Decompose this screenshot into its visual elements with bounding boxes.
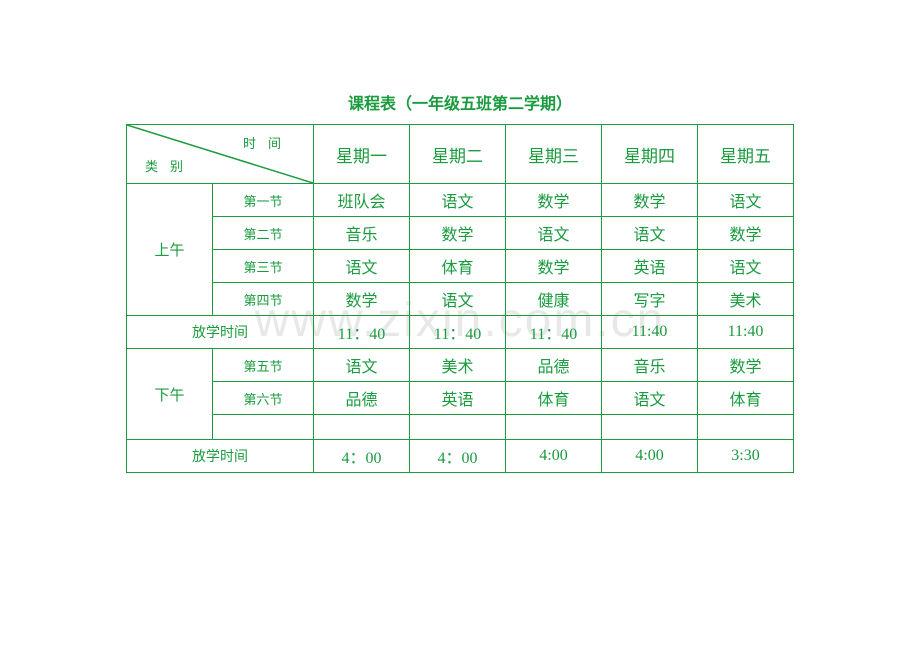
empty-cell <box>602 415 698 440</box>
empty-cell <box>213 415 314 440</box>
subject-cell: 数学 <box>698 349 794 382</box>
dismiss-time: 4：00 <box>314 440 410 473</box>
afternoon-dismiss-label: 放学时间 <box>127 440 314 473</box>
subject-cell: 语文 <box>602 217 698 250</box>
subject-cell: 语文 <box>506 217 602 250</box>
subject-cell: 数学 <box>698 217 794 250</box>
morning-period-3: 第三节 语文 体育 数学 英语 语文 <box>127 250 794 283</box>
period-5-label: 第五节 <box>213 349 314 382</box>
dismiss-time: 3:30 <box>698 440 794 473</box>
period-3-label: 第三节 <box>213 250 314 283</box>
day-fri: 星期五 <box>698 125 794 184</box>
subject-cell: 语文 <box>410 283 506 316</box>
morning-dismiss: 放学时间 11：40 11：40 11：40 11:40 11:40 <box>127 316 794 349</box>
subject-cell: 语文 <box>314 349 410 382</box>
dismiss-time: 4:00 <box>602 440 698 473</box>
morning-dismiss-label: 放学时间 <box>127 316 314 349</box>
subject-cell: 健康 <box>506 283 602 316</box>
subject-cell: 班队会 <box>314 184 410 217</box>
time-label: 时间 <box>243 133 293 152</box>
afternoon-label: 下午 <box>127 349 213 440</box>
day-wed: 星期三 <box>506 125 602 184</box>
subject-cell: 体育 <box>698 382 794 415</box>
subject-cell: 体育 <box>410 250 506 283</box>
type-label: 类别 <box>145 156 195 175</box>
day-mon: 星期一 <box>314 125 410 184</box>
day-thu: 星期四 <box>602 125 698 184</box>
morning-label: 上午 <box>127 184 213 316</box>
empty-row <box>127 415 794 440</box>
corner-header: 时间 类别 <box>127 125 314 184</box>
subject-cell: 语文 <box>698 184 794 217</box>
afternoon-period-6: 第六节 品德 英语 体育 语文 体育 <box>127 382 794 415</box>
timetable: 时间 类别 星期一 星期二 星期三 星期四 星期五 上午 第一节 班队会 语文 … <box>126 124 794 473</box>
empty-cell <box>698 415 794 440</box>
subject-cell: 数学 <box>506 184 602 217</box>
subject-cell: 音乐 <box>314 217 410 250</box>
empty-cell <box>314 415 410 440</box>
subject-cell: 品德 <box>506 349 602 382</box>
afternoon-period-5: 下午 第五节 语文 美术 品德 音乐 数学 <box>127 349 794 382</box>
subject-cell: 品德 <box>314 382 410 415</box>
period-6-label: 第六节 <box>213 382 314 415</box>
subject-cell: 数学 <box>314 283 410 316</box>
subject-cell: 语文 <box>410 184 506 217</box>
subject-cell: 语文 <box>314 250 410 283</box>
morning-period-4: 第四节 数学 语文 健康 写字 美术 <box>127 283 794 316</box>
morning-period-1: 上午 第一节 班队会 语文 数学 数学 语文 <box>127 184 794 217</box>
dismiss-time: 11：40 <box>410 316 506 349</box>
table-title: 课程表（一年级五班第二学期） <box>348 90 572 114</box>
empty-cell <box>410 415 506 440</box>
subject-cell: 语文 <box>698 250 794 283</box>
subject-cell: 写字 <box>602 283 698 316</box>
period-2-label: 第二节 <box>213 217 314 250</box>
period-1-label: 第一节 <box>213 184 314 217</box>
subject-cell: 体育 <box>506 382 602 415</box>
empty-cell <box>506 415 602 440</box>
day-tue: 星期二 <box>410 125 506 184</box>
subject-cell: 英语 <box>410 382 506 415</box>
subject-cell: 美术 <box>410 349 506 382</box>
header-row: 时间 类别 星期一 星期二 星期三 星期四 星期五 <box>127 125 794 184</box>
morning-period-2: 第二节 音乐 数学 语文 语文 数学 <box>127 217 794 250</box>
subject-cell: 音乐 <box>602 349 698 382</box>
dismiss-time: 11：40 <box>314 316 410 349</box>
subject-cell: 语文 <box>602 382 698 415</box>
subject-cell: 数学 <box>602 184 698 217</box>
afternoon-dismiss: 放学时间 4：00 4：00 4:00 4:00 3:30 <box>127 440 794 473</box>
dismiss-time: 4：00 <box>410 440 506 473</box>
subject-cell: 美术 <box>698 283 794 316</box>
dismiss-time: 11：40 <box>506 316 602 349</box>
dismiss-time: 11:40 <box>698 316 794 349</box>
subject-cell: 数学 <box>506 250 602 283</box>
dismiss-time: 11:40 <box>602 316 698 349</box>
period-4-label: 第四节 <box>213 283 314 316</box>
subject-cell: 英语 <box>602 250 698 283</box>
subject-cell: 数学 <box>410 217 506 250</box>
dismiss-time: 4:00 <box>506 440 602 473</box>
